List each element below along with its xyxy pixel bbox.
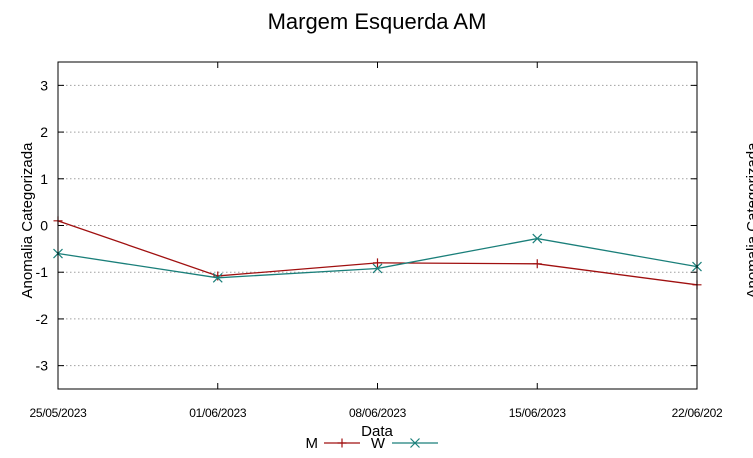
legend-label-w: W xyxy=(371,435,386,452)
x-tick-label: 25/05/2023 xyxy=(29,406,87,420)
plot-frame xyxy=(57,61,698,390)
data-point-w xyxy=(372,263,383,274)
x-tick-label: 08/06/2023 xyxy=(349,406,407,420)
x-axis-label: Data xyxy=(361,423,393,440)
y-tick-label: -2 xyxy=(36,311,49,327)
legend-marker-w xyxy=(410,438,420,448)
y-tick-label: -1 xyxy=(36,264,49,280)
grid-lines xyxy=(58,84,697,367)
y-tick-label: 1 xyxy=(40,171,48,187)
legend-label-m: M xyxy=(306,435,319,452)
data-point-m xyxy=(213,271,223,281)
legend-marker-m xyxy=(337,438,347,448)
data-point-m xyxy=(373,258,382,268)
y-tick-label: -3 xyxy=(36,358,49,374)
y-tick-label: 0 xyxy=(40,218,48,234)
x-tick-label: 01/06/2023 xyxy=(189,406,247,420)
x-axis-ticks: 25/05/2023 01/06/2023 08/06/2023 15/06/2023… xyxy=(29,62,723,420)
y-axis-ticks: 3 2 1 0 -1 -2 -3 xyxy=(36,77,697,374)
series-line-m xyxy=(57,220,698,286)
data-point-w xyxy=(212,272,223,283)
x-tick-label: 15/06/2023 xyxy=(509,406,567,420)
chart-title: Margem Esquerda AM xyxy=(268,9,487,34)
y-tick-label: 3 xyxy=(40,77,48,93)
x-tick-label: 22/06/202 xyxy=(672,406,723,420)
y-tick-label: 2 xyxy=(40,124,48,140)
data-point-m xyxy=(532,259,542,269)
y-axis-label: Anomalia Categorizada xyxy=(19,142,36,299)
y-axis-label-right-fragment: Anomalia Categorizada xyxy=(744,142,753,299)
series-lines xyxy=(53,216,702,290)
data-point-w xyxy=(532,233,543,244)
